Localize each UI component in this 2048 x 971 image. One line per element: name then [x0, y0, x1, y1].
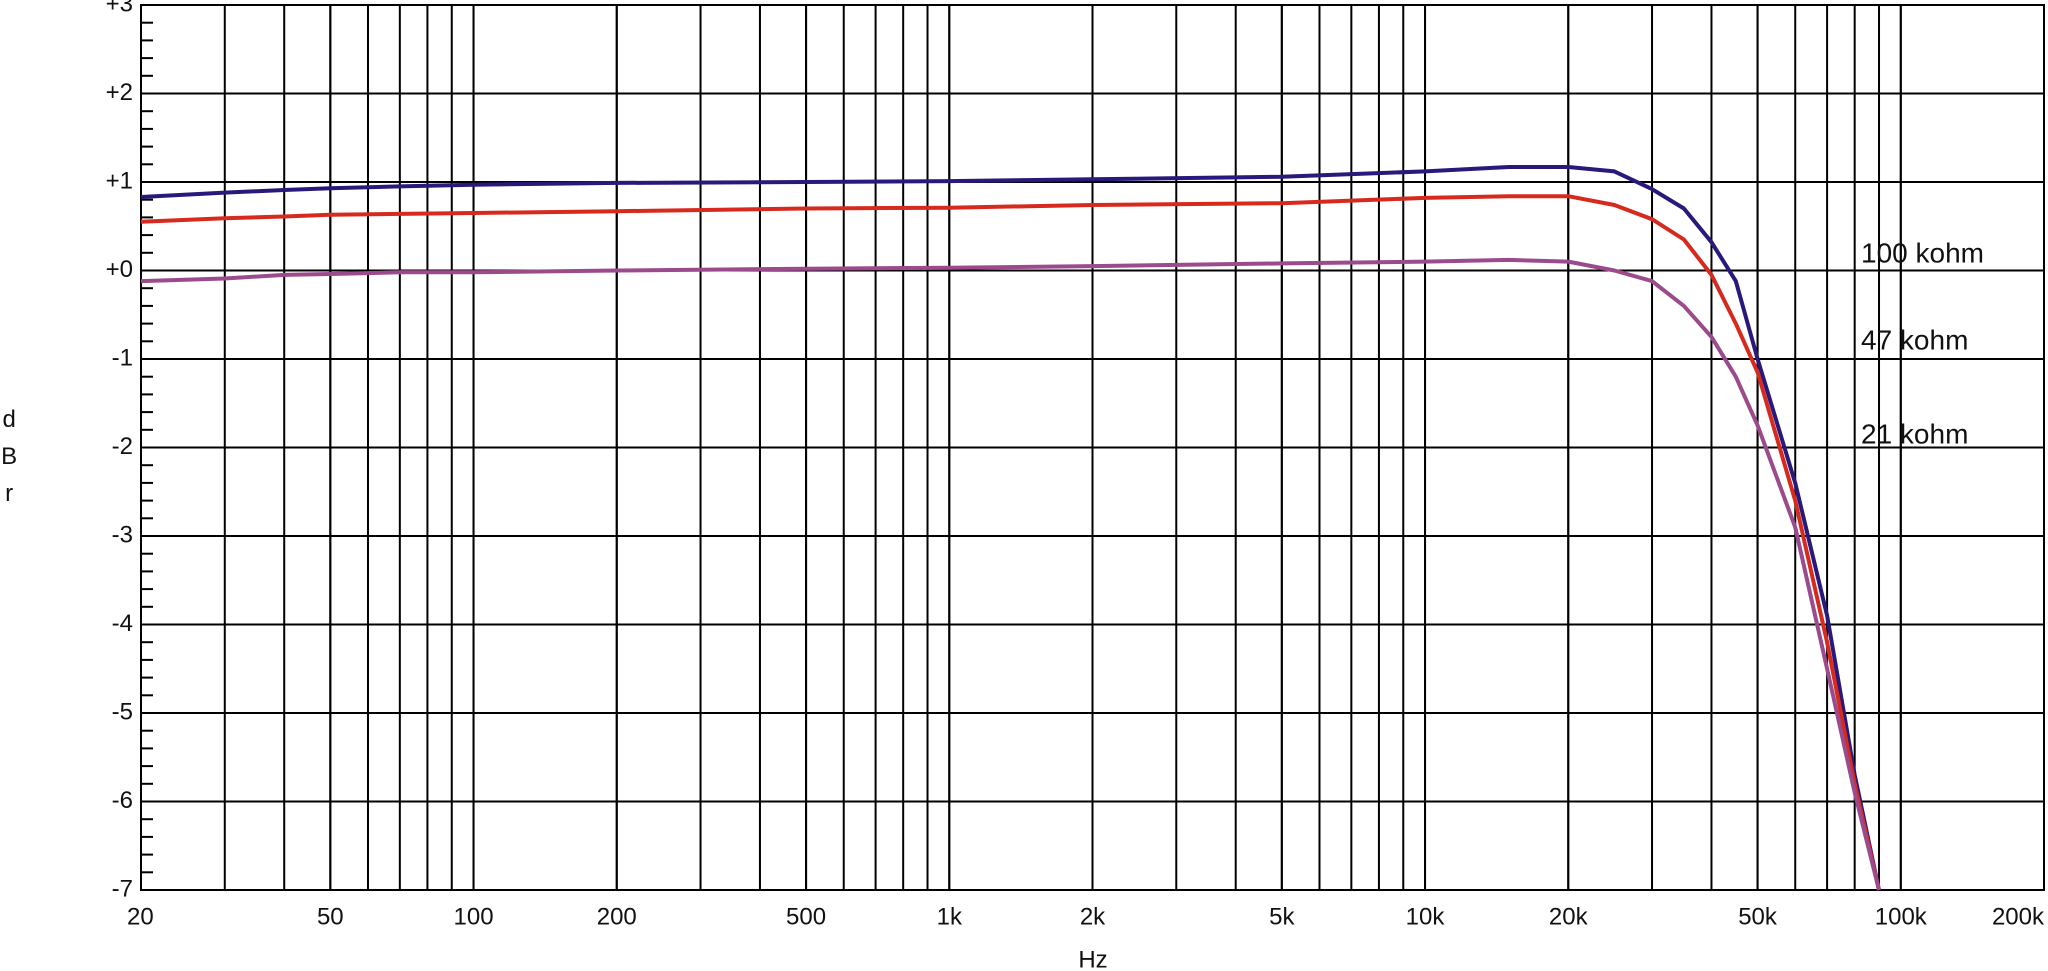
x-axis-label: Hz [1078, 946, 1107, 971]
x-tick-label: 5k [1269, 903, 1295, 930]
y-tick-label: -7 [112, 875, 133, 902]
y-tick-label: -1 [112, 344, 133, 371]
x-tick-label: 100 [454, 903, 494, 930]
series-line [140, 194, 1881, 891]
y-tick-label: +3 [106, 0, 133, 17]
y-tick-label: -5 [112, 698, 133, 725]
y-tick-label: +2 [106, 79, 133, 106]
y-tick-label: -2 [112, 433, 133, 460]
y-tick-label: +1 [106, 167, 133, 194]
x-tick-label: 200k [1992, 903, 2045, 930]
x-tick-label: 100k [1875, 903, 1928, 930]
x-tick-label: 10k [1406, 903, 1446, 930]
series-line [140, 257, 1881, 891]
series-line [140, 165, 1881, 891]
x-tick-label: 200 [597, 903, 637, 930]
series-label: 21 kohm [1861, 418, 1968, 449]
series-label: 100 kohm [1861, 237, 1984, 268]
x-tick-label: 50 [317, 903, 344, 930]
y-tick-label: -4 [112, 610, 133, 637]
plot-frame [140, 4, 2045, 891]
series-label: 47 kohm [1861, 324, 1968, 355]
x-tick-label: 50k [1738, 903, 1778, 930]
x-tick-label: 20k [1549, 903, 1589, 930]
y-tick-label: -6 [112, 787, 133, 814]
x-tick-label: 2k [1080, 903, 1106, 930]
y-tick-label: -3 [112, 521, 133, 548]
x-tick-label: 500 [786, 903, 826, 930]
y-tick-label: +0 [106, 256, 133, 283]
x-tick-label: 1k [937, 903, 963, 930]
y-axis-label: dBr [0, 406, 23, 517]
x-tick-label: 20 [127, 903, 154, 930]
